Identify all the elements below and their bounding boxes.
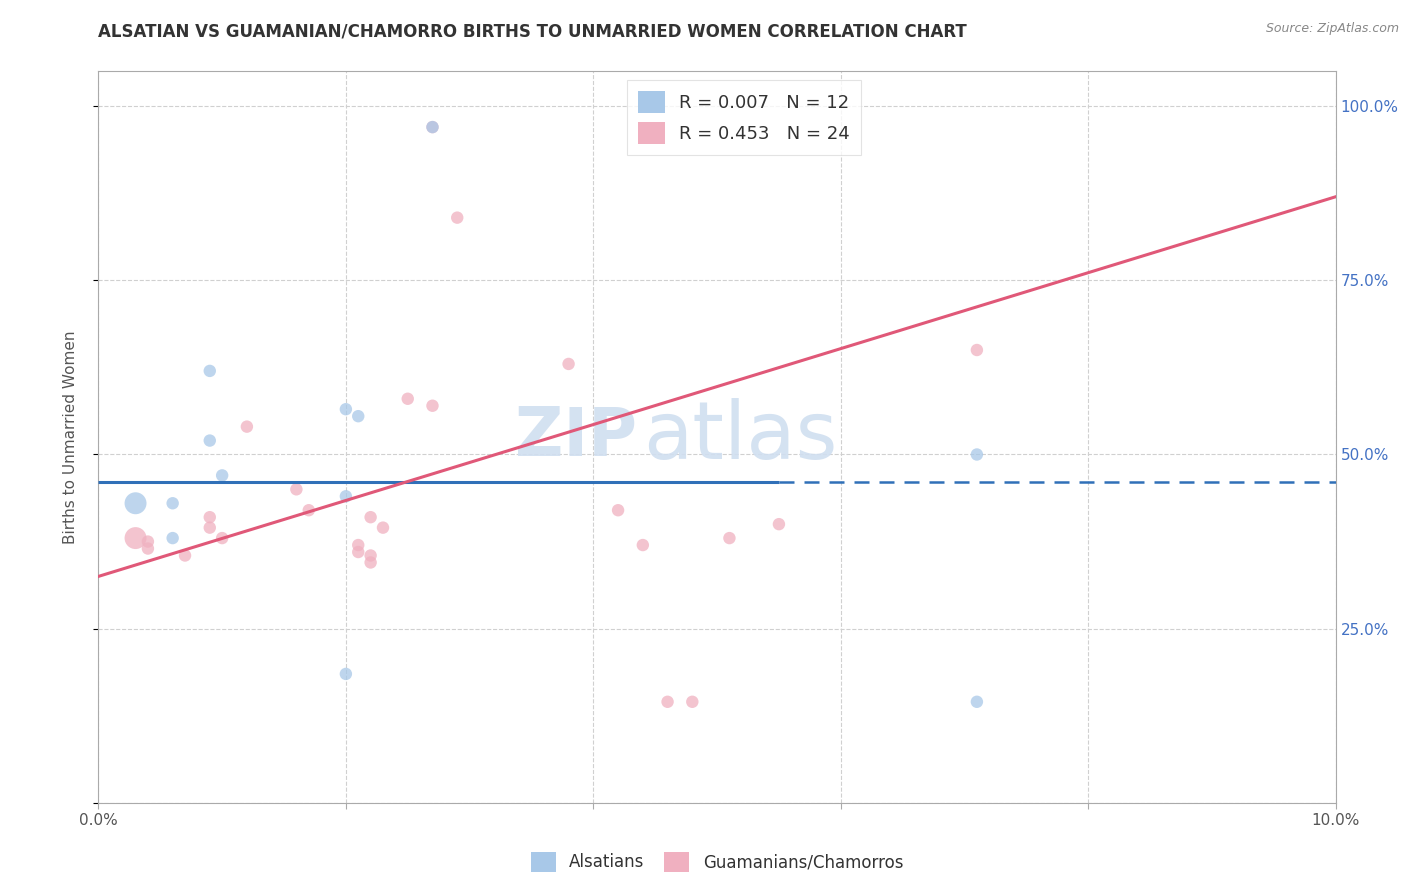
- Point: [768, 517, 790, 532]
- Point: [162, 496, 184, 510]
- Point: [607, 503, 630, 517]
- Point: [211, 531, 233, 545]
- Point: [347, 538, 370, 552]
- Point: [396, 392, 419, 406]
- Text: Source: ZipAtlas.com: Source: ZipAtlas.com: [1265, 22, 1399, 36]
- Point: [631, 538, 654, 552]
- Point: [162, 531, 184, 545]
- Point: [211, 468, 233, 483]
- Point: [422, 399, 444, 413]
- Point: [360, 549, 382, 563]
- Point: [422, 120, 444, 134]
- Point: [335, 489, 357, 503]
- Point: [198, 510, 221, 524]
- Point: [966, 695, 988, 709]
- Point: [966, 343, 988, 357]
- Point: [422, 120, 444, 134]
- Point: [335, 667, 357, 681]
- Point: [198, 364, 221, 378]
- Point: [360, 556, 382, 570]
- Point: [371, 521, 394, 535]
- Point: [335, 402, 357, 417]
- Point: [198, 434, 221, 448]
- Point: [347, 545, 370, 559]
- Point: [681, 695, 703, 709]
- Point: [360, 510, 382, 524]
- Point: [124, 531, 146, 545]
- Point: [198, 521, 221, 535]
- Point: [966, 448, 988, 462]
- Legend: R = 0.007   N = 12, R = 0.453   N = 24: R = 0.007 N = 12, R = 0.453 N = 24: [627, 80, 860, 155]
- Text: atlas: atlas: [643, 398, 837, 476]
- Y-axis label: Births to Unmarried Women: Births to Unmarried Women: [63, 330, 77, 544]
- Point: [124, 496, 146, 510]
- Point: [446, 211, 468, 225]
- Text: ZIP: ZIP: [515, 404, 637, 470]
- Point: [136, 534, 159, 549]
- Point: [298, 503, 321, 517]
- Text: ALSATIAN VS GUAMANIAN/CHAMORRO BIRTHS TO UNMARRIED WOMEN CORRELATION CHART: ALSATIAN VS GUAMANIAN/CHAMORRO BIRTHS TO…: [98, 22, 967, 40]
- Point: [557, 357, 579, 371]
- Point: [136, 541, 159, 556]
- Point: [718, 531, 741, 545]
- Point: [657, 695, 679, 709]
- Point: [174, 549, 197, 563]
- Point: [285, 483, 308, 497]
- Point: [236, 419, 259, 434]
- Point: [347, 409, 370, 424]
